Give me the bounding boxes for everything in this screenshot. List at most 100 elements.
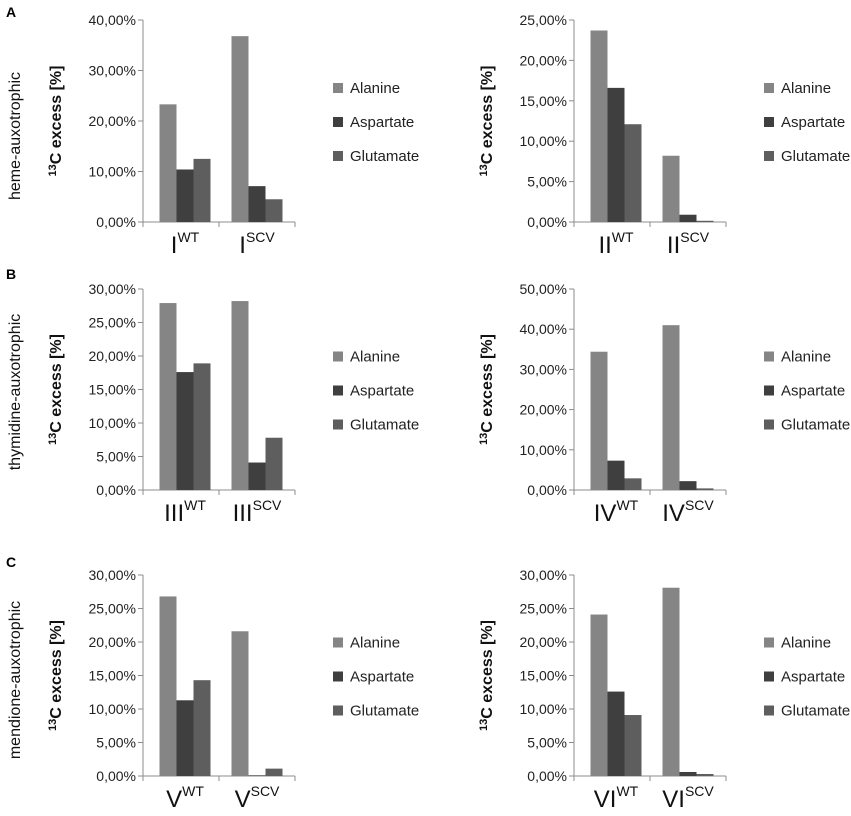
bar-aspartate <box>679 214 697 222</box>
legend-label: Aspartate <box>350 669 414 686</box>
bar-glutamate <box>193 158 211 222</box>
legend-label: Alanine <box>781 349 831 366</box>
y-tick-label: 15,00% <box>520 668 567 684</box>
panel-letter-b: B <box>6 266 16 282</box>
row-label-heme: heme-auxotrophic <box>7 72 24 200</box>
y-tick-label: 5,00% <box>527 174 567 190</box>
bar-aspartate <box>248 775 266 776</box>
y-tick-label: 0,00% <box>96 214 136 230</box>
category-superscript: WT <box>616 497 638 513</box>
category-base: II <box>667 232 680 259</box>
category-superscript: SCV <box>251 783 280 799</box>
y-axis-label-text: C excess [%] <box>479 334 496 433</box>
x-category-label: IIWT <box>598 229 634 259</box>
y-tick-label: 20,00% <box>520 52 567 68</box>
category-base: VI <box>662 786 685 813</box>
y-tick-label: 5,00% <box>96 735 136 751</box>
y-tick-label: 25,00% <box>520 601 567 617</box>
category-base: I <box>239 232 246 259</box>
legend-label: Aspartate <box>781 114 845 131</box>
legend-label: Alanine <box>781 635 831 652</box>
bar-alanine <box>231 301 249 490</box>
y-tick-label: 15,00% <box>520 93 567 109</box>
y-axis-label-isotope: 13 <box>47 164 59 176</box>
y-axis-label: 13C excess [%] <box>47 334 65 445</box>
bar-chart: 0,00% 5,00% 10,00% 15,00% 20,00% 25,00% 13C ex… <box>478 12 850 259</box>
legend-label: Glutamate <box>350 148 419 165</box>
category-base: II <box>598 232 611 259</box>
y-tick-label: 20,00% <box>89 634 136 650</box>
y-tick-label: 25,00% <box>89 315 136 331</box>
legend-label: Glutamate <box>781 148 850 165</box>
panel-letter-a: A <box>6 4 16 20</box>
category-base: I <box>171 232 178 259</box>
legend-label: Alanine <box>350 80 400 97</box>
y-tick-label: 30,00% <box>89 281 136 297</box>
bar-alanine <box>590 30 608 223</box>
bar-chart: 0,00% 5,00% 10,00% 15,00% 20,00% 25,00% 30,00%… <box>47 567 419 813</box>
bar-alanine <box>159 104 177 222</box>
y-tick-label: 5,00% <box>96 449 136 465</box>
x-category-label: VIWT <box>594 783 639 813</box>
bar-glutamate <box>696 488 714 490</box>
row-labels: heme-auxotrophic thymidine-auxotrophic m… <box>7 72 24 759</box>
bar-alanine <box>159 596 177 776</box>
y-tick-label: 0,00% <box>96 482 136 498</box>
category-superscript: SCV <box>680 229 709 245</box>
y-tick-label: 10,00% <box>89 701 136 717</box>
bar-aspartate <box>248 462 266 490</box>
y-tick-label: 40,00% <box>89 12 136 28</box>
y-axis-label-isotope: 13 <box>478 719 490 731</box>
legend-label: Glutamate <box>350 417 419 434</box>
bar-aspartate <box>176 700 194 776</box>
bar-aspartate <box>607 460 625 490</box>
legend-swatch-aspartate <box>764 385 774 396</box>
bar-alanine <box>590 351 608 490</box>
y-tick-label: 10,00% <box>520 442 567 458</box>
y-tick-label: 20,00% <box>89 113 136 129</box>
y-tick-label: 0,00% <box>527 214 567 230</box>
y-axis-label: 13C excess [%] <box>478 66 496 177</box>
bar-chart: 0,00% 5,00% 10,00% 15,00% 20,00% 25,00% 30,00%… <box>478 567 850 813</box>
bar-alanine <box>662 325 680 490</box>
legend-swatch-aspartate <box>764 117 774 127</box>
y-tick-label: 20,00% <box>89 348 136 364</box>
y-tick-label: 10,00% <box>89 164 136 180</box>
x-category-label: IVWT <box>594 497 639 527</box>
y-axis-label-isotope: 13 <box>47 433 59 445</box>
legend-label: Aspartate <box>781 669 845 686</box>
bar-glutamate <box>193 680 211 776</box>
legend-swatch-aspartate <box>333 671 343 682</box>
y-axis-label: 13C excess [%] <box>47 66 65 177</box>
y-tick-label: 25,00% <box>520 12 567 28</box>
panel-letters: A B C <box>6 4 16 570</box>
category-base: V <box>235 786 251 813</box>
bar-alanine <box>590 614 608 776</box>
bar-chart: 0,00% 5,00% 10,00% 15,00% 20,00% 25,00% 30,00%… <box>47 281 419 527</box>
bar-glutamate <box>265 768 283 776</box>
bar-aspartate <box>248 186 266 222</box>
x-category-label: IIIWT <box>164 497 206 527</box>
bar-aspartate <box>176 169 194 222</box>
category-superscript: WT <box>612 229 634 245</box>
legend-label: Alanine <box>350 349 400 366</box>
y-tick-label: 10,00% <box>520 133 567 149</box>
y-tick-label: 30,00% <box>89 63 136 79</box>
y-tick-label: 50,00% <box>520 281 567 297</box>
category-superscript: WT <box>182 783 204 799</box>
y-tick-label: 10,00% <box>89 415 136 431</box>
y-tick-label: 30,00% <box>89 567 136 583</box>
legend-swatch-glutamate <box>333 151 343 161</box>
x-category-label: VWT <box>166 783 204 813</box>
y-axis-label-isotope: 13 <box>478 433 490 445</box>
x-category-label: IIISCV <box>233 497 282 527</box>
row-label-mendione: mendione-auxotrophic <box>7 601 24 759</box>
row-label-thymidine: thymidine-auxotrophic <box>7 314 24 471</box>
x-category-label: VISCV <box>662 783 714 813</box>
category-superscript: WT <box>184 497 206 513</box>
y-tick-label: 20,00% <box>520 634 567 650</box>
charts-layer: 0,00%10,00%20,00%30,00%40,00%13C excess … <box>47 12 850 813</box>
x-category-label: IVSCV <box>662 497 714 527</box>
y-tick-label: 0,00% <box>527 768 567 784</box>
bar-aspartate <box>607 87 625 222</box>
